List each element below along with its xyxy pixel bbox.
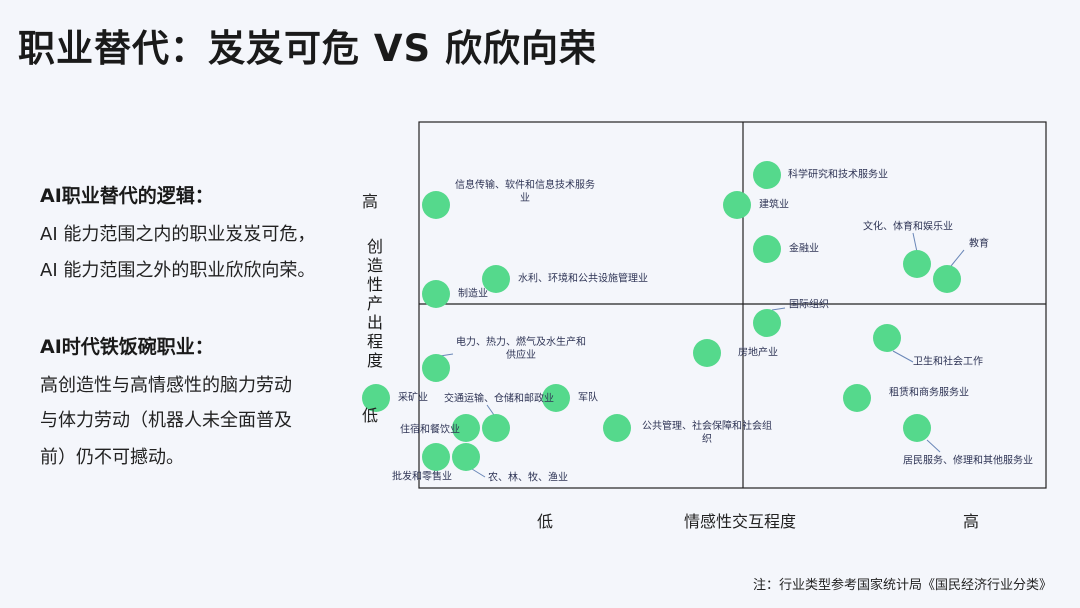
node-label: 建筑业: [759, 199, 789, 211]
node-dot: [422, 443, 450, 471]
leader-line: [471, 468, 486, 478]
node-label: 金融业: [789, 243, 819, 255]
leader-line: [950, 249, 965, 267]
section-text: 高创造性与高情感性的脑力劳动: [40, 375, 292, 396]
node-label: 公共管理、社会保障和社会组织: [642, 421, 772, 445]
node-label: 交通运输、仓储和邮政业: [444, 393, 554, 405]
node-label: 制造业: [458, 288, 488, 300]
section-heading: AI时代铁饭碗职业：: [40, 336, 214, 358]
node-dot: [603, 414, 631, 442]
node-dot: [843, 384, 871, 412]
section-text: AI 能力范围之外的职业欣欣向荣。: [40, 260, 316, 281]
section-heading: AI职业替代的逻辑：: [40, 185, 214, 207]
leader-line: [926, 439, 941, 453]
node-label: 水利、环境和公共设施管理业: [518, 273, 648, 285]
node-dot: [723, 191, 751, 219]
node-dot: [452, 443, 480, 471]
node-dot: [482, 414, 510, 442]
leader-line: [486, 404, 495, 416]
node-dot: [693, 339, 721, 367]
node-label: 租赁和商务服务业: [889, 387, 969, 399]
y-axis-high: 高: [362, 192, 379, 211]
node-label: 科学研究和技术服务业: [788, 169, 888, 181]
x-axis-high: 高: [963, 512, 980, 531]
node-dot: [753, 309, 781, 337]
x-axis-low: 低: [537, 512, 554, 531]
node-label: 信息传输、软件和信息技术服务业: [455, 180, 595, 204]
node-label: 国际组织: [789, 299, 829, 311]
node-dot: [903, 414, 931, 442]
node-dot: [542, 384, 570, 412]
node-label: 教育: [969, 238, 989, 250]
node-dot: [753, 161, 781, 189]
node-dot: [422, 354, 450, 382]
node-dot: [903, 250, 931, 278]
nodes: [362, 161, 965, 478]
node-dot: [422, 191, 450, 219]
node-dot: [452, 414, 480, 442]
section-text: 前）仍不可撼动。: [40, 447, 184, 468]
node-label: 居民服务、修理和其他服务业: [903, 455, 1033, 467]
y-axis-low: 低: [362, 406, 379, 425]
section-text: AI 能力范围之内的职业岌岌可危，: [40, 224, 316, 245]
y-axis-label: 创造性产出程度: [364, 238, 383, 371]
plot-frame: [418, 121, 1047, 489]
node-dot: [873, 324, 901, 352]
node-label: 电力、热力、燃气及水生产和供应业: [456, 337, 586, 361]
node-label: 卫生和社会工作: [913, 356, 983, 368]
node-label: 文化、体育和娱乐业: [863, 221, 953, 233]
node-label: 农、林、牧、渔业: [488, 472, 568, 484]
leader-line: [912, 232, 918, 253]
node-label: 住宿和餐饮业: [400, 424, 460, 436]
leader-line: [771, 307, 786, 311]
x-axis-label: 情感性交互程度: [684, 512, 797, 531]
footnote: 注：行业类型参考国家统计局《国民经济行业分类》: [752, 578, 1052, 593]
section-text: 与体力劳动（机器人未全面普及: [40, 410, 292, 431]
node-label: 房地产业: [738, 347, 778, 359]
node-dot: [422, 280, 450, 308]
node-dot: [933, 265, 961, 293]
node-label: 采矿业: [398, 392, 428, 404]
node-dot: [482, 265, 510, 293]
slide-title: 职业替代：岌岌可危 VS 欣欣向荣: [18, 27, 598, 70]
node-label: 军队: [578, 392, 598, 404]
leader-line: [892, 350, 914, 363]
node-dot: [362, 384, 390, 412]
node-dot: [753, 235, 781, 263]
node-label: 批发和零售业: [392, 471, 452, 483]
